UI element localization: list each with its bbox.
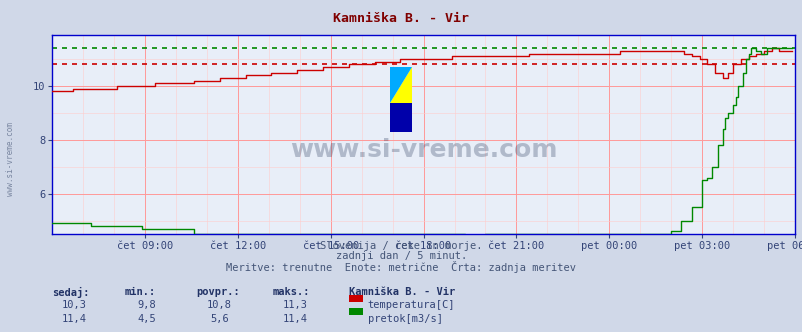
Text: www.si-vreme.com: www.si-vreme.com <box>290 138 557 162</box>
Text: maks.:: maks.: <box>273 287 310 297</box>
Text: min.:: min.: <box>124 287 156 297</box>
Text: 11,4: 11,4 <box>282 314 308 324</box>
Text: 4,5: 4,5 <box>137 314 156 324</box>
Text: 11,4: 11,4 <box>62 314 87 324</box>
Text: 5,6: 5,6 <box>209 314 229 324</box>
Text: pretok[m3/s]: pretok[m3/s] <box>367 314 442 324</box>
Text: zadnji dan / 5 minut.: zadnji dan / 5 minut. <box>335 251 467 261</box>
Text: 10,8: 10,8 <box>206 300 232 310</box>
FancyBboxPatch shape <box>390 103 412 132</box>
Text: 9,8: 9,8 <box>137 300 156 310</box>
Text: Kamniška B. - Vir: Kamniška B. - Vir <box>349 287 455 297</box>
Text: 10,3: 10,3 <box>62 300 87 310</box>
Polygon shape <box>390 67 412 103</box>
Text: www.si-vreme.com: www.si-vreme.com <box>6 123 15 196</box>
Text: povpr.:: povpr.: <box>196 287 240 297</box>
Text: 11,3: 11,3 <box>282 300 308 310</box>
Text: temperatura[C]: temperatura[C] <box>367 300 455 310</box>
Text: sedaj:: sedaj: <box>52 287 90 298</box>
Polygon shape <box>390 67 412 103</box>
Text: Slovenija / reke in morje.: Slovenija / reke in morje. <box>320 241 482 251</box>
Text: Meritve: trenutne  Enote: metrične  Črta: zadnja meritev: Meritve: trenutne Enote: metrične Črta: … <box>226 261 576 273</box>
Text: Kamniška B. - Vir: Kamniška B. - Vir <box>333 12 469 25</box>
